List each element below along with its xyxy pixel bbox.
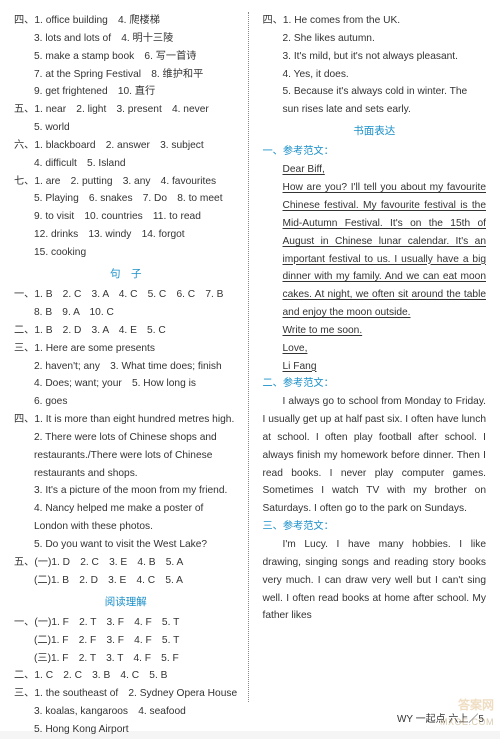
sec4-label: 四、	[14, 15, 34, 26]
rs4-l4: 4. Yes, it does.	[263, 66, 487, 84]
ss1-l1: 一、1. B 2. C 3. A 4. C 5. C 6. C 7. B	[14, 286, 238, 304]
essay1-label: 一、参考范文：	[263, 143, 487, 161]
ss4-label: 四、	[14, 414, 34, 425]
heading-sentence: 句 子	[14, 265, 238, 283]
letter-body: How are you? I'll tell you about my favo…	[263, 179, 487, 322]
sec4-t1: 1. office building 4. 爬楼梯	[34, 15, 160, 26]
essay3-label: 三、参考范文：	[263, 518, 487, 536]
r2-t1: 1. C 2. C 3. B 4. C 5. B	[34, 670, 167, 681]
watermark-logo: 答案网	[458, 696, 494, 713]
ss3-l4: 6. goes	[14, 393, 238, 411]
r3-l2: 3. koalas, kangaroos 4. seafood	[14, 703, 238, 721]
ss1-l2: 8. B 9. A 10. C	[14, 304, 238, 322]
ss1-label: 一、	[14, 289, 34, 300]
sec7-l2: 5. Playing 6. snakes 7. Do 8. to meet	[14, 190, 238, 208]
letter-closing2: Love,	[263, 340, 487, 358]
r3-l3: 5. Hong Kong Airport	[14, 721, 238, 739]
letter-greeting: Dear Biff,	[263, 161, 487, 179]
r1-l2: (二)1. F 2. F 3. F 4. F 5. T	[14, 632, 238, 650]
ss5-label: 五、	[14, 557, 34, 568]
ss5-l1: 五、(一)1. D 2. C 3. E 4. B 5. A	[14, 554, 238, 572]
ss4-l2: 2. There were lots of Chinese shops and …	[14, 429, 238, 483]
sec6-label: 六、	[14, 140, 34, 151]
rs4-l3: 3. It's mild, but it's not always pleasa…	[263, 48, 487, 66]
heading-reading: 阅读理解	[14, 593, 238, 611]
r2-l1: 二、1. C 2. C 3. B 4. C 5. B	[14, 667, 238, 685]
watermark-url: MXOE.COM	[440, 717, 494, 727]
sec6-l2: 4. difficult 5. Island	[14, 155, 238, 173]
rs4-l1: 四、1. He comes from the UK.	[263, 12, 487, 30]
letter-signature: Li Fang	[263, 358, 487, 376]
ss3-l3: 4. Does; want; your 5. How long is	[14, 375, 238, 393]
ss5-l2: (二)1. B 2. D 3. E 4. C 5. A	[14, 572, 238, 590]
letter-closing1: Write to me soon.	[263, 322, 487, 340]
ss2-l1: 二、1. B 2. D 3. A 4. E 5. C	[14, 322, 238, 340]
heading-writing: 书面表达	[263, 122, 487, 140]
sec4-l4: 7. at the Spring Festival 8. 维护和平	[14, 66, 238, 84]
sec4-l1: 四、1. office building 4. 爬楼梯	[14, 12, 238, 30]
r3-label: 三、	[14, 688, 34, 699]
sec7-label: 七、	[14, 176, 34, 187]
sec4-l5: 9. get frightened 10. 直行	[14, 83, 238, 101]
r1-label: 一、	[14, 617, 34, 628]
sec7-l5: 15. cooking	[14, 244, 238, 262]
sec7-l3: 9. to visit 10. countries 11. to read	[14, 208, 238, 226]
r1-l3: (三)1. F 2. T 3. T 4. F 5. F	[14, 650, 238, 668]
r3-t1: 1. the southeast of 2. Sydney Opera Hous…	[34, 688, 237, 699]
ss4-l5: 5. Do you want to visit the West Lake?	[14, 536, 238, 554]
r2-label: 二、	[14, 670, 34, 681]
sec6-t1: 1. blackboard 2. answer 3. subject	[34, 140, 203, 151]
rs4-l2: 2. She likes autumn.	[263, 30, 487, 48]
sec7-l4: 12. drinks 13. windy 14. forgot	[14, 226, 238, 244]
sec5-l1: 五、1. near 2. light 3. present 4. never	[14, 101, 238, 119]
essay2-label: 二、参考范文：	[263, 375, 487, 393]
r1-l1: 一、(一)1. F 2. T 3. F 4. F 5. T	[14, 614, 238, 632]
ss3-l1: 三、1. Here are some presents	[14, 340, 238, 358]
ss1-t1: 1. B 2. C 3. A 4. C 5. C 6. C 7. B	[34, 289, 223, 300]
ss3-l2: 2. haven't; any 3. What time does; finis…	[14, 358, 238, 376]
page: 四、1. office building 4. 爬楼梯 3. lots and …	[0, 0, 500, 731]
essay2-body: I always go to school from Monday to Fri…	[263, 393, 487, 518]
left-column: 四、1. office building 4. 爬楼梯 3. lots and …	[14, 12, 249, 702]
ss2-t1: 1. B 2. D 3. A 4. E 5. C	[34, 325, 165, 336]
sec4-l2: 3. lots and lots of 4. 明十三陵	[14, 30, 238, 48]
ss4-l3: 3. It's a picture of the moon from my fr…	[14, 482, 238, 500]
sec5-label: 五、	[14, 104, 34, 115]
right-column: 四、1. He comes from the UK. 2. She likes …	[261, 12, 487, 702]
ss5-t1: (一)1. D 2. C 3. E 4. B 5. A	[34, 557, 183, 568]
rs4-t1: 1. He comes from the UK.	[283, 15, 400, 26]
rs4-l5: 5. Because it's always cold in winter. T…	[263, 83, 487, 119]
ss2-label: 二、	[14, 325, 34, 336]
ss4-l1: 四、1. It is more than eight hundred metre…	[14, 411, 238, 429]
essay3-body: I'm Lucy. I have many hobbies. I like dr…	[263, 536, 487, 625]
sec4-l3: 5. make a stamp book 6. 写一首诗	[14, 48, 238, 66]
ss4-l4: 4. Nancy helped me make a poster of Lond…	[14, 500, 238, 536]
sec6-l1: 六、1. blackboard 2. answer 3. subject	[14, 137, 238, 155]
ss3-t1: 1. Here are some presents	[34, 343, 155, 354]
ss3-label: 三、	[14, 343, 34, 354]
sec5-t1: 1. near 2. light 3. present 4. never	[34, 104, 208, 115]
sec7-t1: 1. are 2. putting 3. any 4. favourites	[34, 176, 216, 187]
sec5-l2: 5. world	[14, 119, 238, 137]
sec7-l1: 七、1. are 2. putting 3. any 4. favourites	[14, 173, 238, 191]
rs4-label: 四、	[263, 15, 283, 26]
columns: 四、1. office building 4. 爬楼梯 3. lots and …	[14, 12, 486, 702]
ss4-t1: 1. It is more than eight hundred metres …	[34, 414, 234, 425]
r3-l1: 三、1. the southeast of 2. Sydney Opera Ho…	[14, 685, 238, 703]
r1-t1: (一)1. F 2. T 3. F 4. F 5. T	[34, 617, 179, 628]
